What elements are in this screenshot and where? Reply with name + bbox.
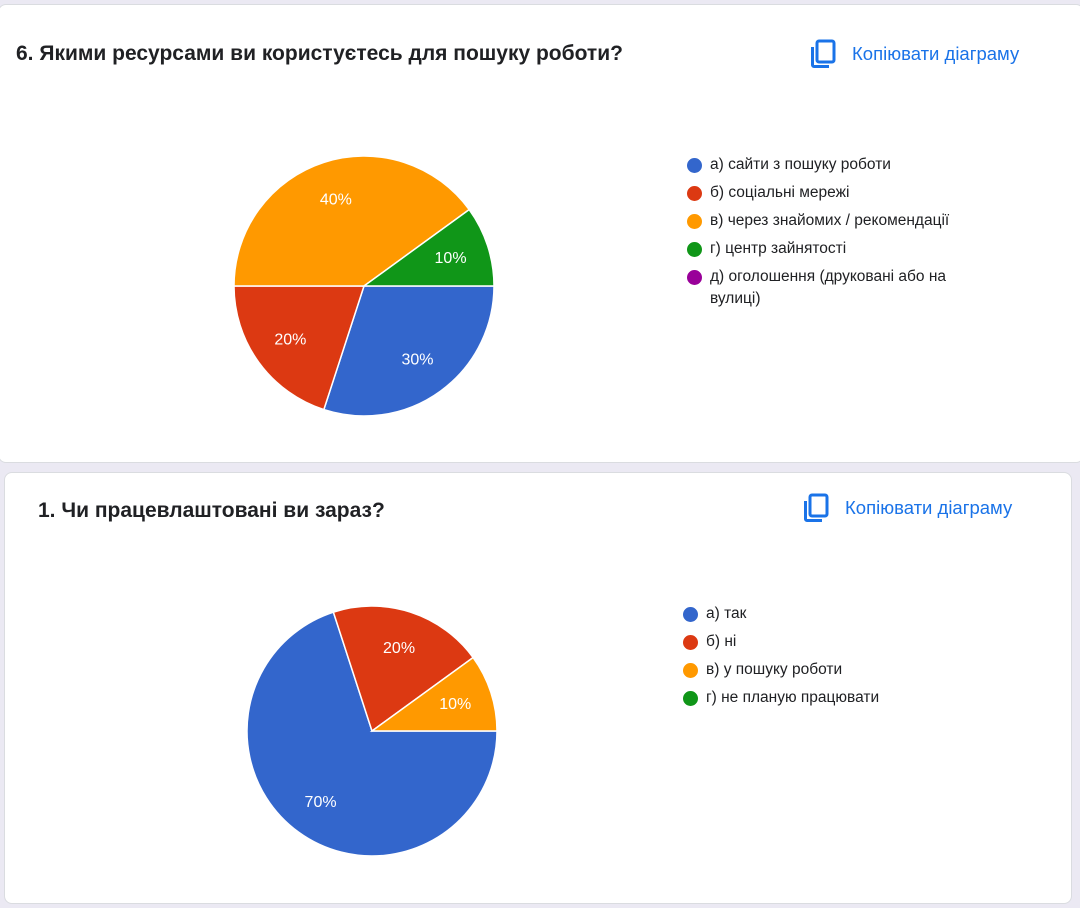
pie-slice: [332, 605, 475, 733]
legend-item: в) через знайомих / рекомендації: [687, 212, 987, 232]
legend-swatch: [683, 663, 698, 678]
copy-icon: [804, 493, 829, 522]
legend-swatch: [687, 186, 702, 201]
chart-card-resources: 6. Якими ресурсами ви користуєтесь для п…: [0, 4, 1080, 463]
copy-chart-button[interactable]: Копіювати діаграму: [803, 493, 1012, 523]
slice-label: 10%: [435, 250, 467, 267]
legend-item: д) оголошення (друковані або на вулиці): [687, 268, 987, 310]
legend-item: а) сайти з пошуку роботи: [687, 156, 987, 176]
legend-item: г) центр зайнятості: [687, 240, 987, 260]
legend-item: б) соціальні мережі: [687, 184, 987, 204]
slice-label: 20%: [274, 331, 306, 348]
legend-label: а) так: [706, 605, 747, 622]
legend-label: а) сайти з пошуку роботи: [710, 156, 891, 173]
legend-label: в) у пошуку роботи: [706, 661, 843, 678]
pie-slice: [246, 611, 498, 857]
pie-slice: [322, 285, 495, 417]
legend-swatch: [687, 158, 702, 173]
slice-label: 70%: [305, 794, 337, 811]
legend-label: в) через знайомих / рекомендації: [710, 212, 950, 229]
legend-label: д) оголошення (друковані або на вулиці): [710, 268, 947, 307]
pie-slice: [361, 208, 495, 287]
pie-slice: [233, 285, 366, 411]
slice-label: 30%: [401, 352, 433, 369]
legend-swatch: [687, 242, 702, 257]
copy-chart-label: Копіювати діаграму: [852, 43, 1020, 64]
legend-swatch: [687, 214, 702, 229]
chart-legend: а) так б) ні в) у пошуку роботи г) не плану…: [683, 605, 983, 718]
card-title: 6. Якими ресурсами ви користуєтесь для п…: [16, 42, 623, 65]
legend-item: в) у пошуку роботи: [683, 661, 983, 681]
legend-item: б) ні: [683, 633, 983, 653]
legend-item: а) так: [683, 605, 983, 625]
card-title: 1. Чи працевлаштовані ви зараз?: [38, 499, 385, 522]
legend-label: б) соціальні мережі: [710, 184, 850, 201]
pie-slice: [369, 656, 498, 732]
chart-card-employment: 1. Чи працевлаштовані ви зараз? Копіюват…: [4, 472, 1072, 904]
legend-item: г) не планую працювати: [683, 689, 983, 709]
pie-slice: [233, 155, 471, 287]
chart-legend: а) сайти з пошуку роботи б) соціальні мер…: [687, 156, 987, 319]
copy-chart-label: Копіювати діаграму: [845, 497, 1013, 518]
slice-label: 20%: [383, 640, 415, 657]
copy-icon: [811, 39, 836, 68]
legend-swatch: [687, 270, 702, 285]
slice-label: 40%: [320, 191, 352, 208]
copy-chart-button[interactable]: Копіювати діаграму: [810, 39, 1019, 69]
legend-swatch: [683, 691, 698, 706]
legend-label: г) центр зайнятості: [710, 240, 847, 257]
legend-swatch: [683, 635, 698, 650]
slice-label: 10%: [439, 696, 471, 713]
legend-label: б) ні: [706, 633, 737, 650]
pie-chart: 70% 20% 10%: [246, 605, 498, 857]
legend-label: г) не планую працювати: [706, 689, 880, 706]
legend-swatch: [683, 607, 698, 622]
